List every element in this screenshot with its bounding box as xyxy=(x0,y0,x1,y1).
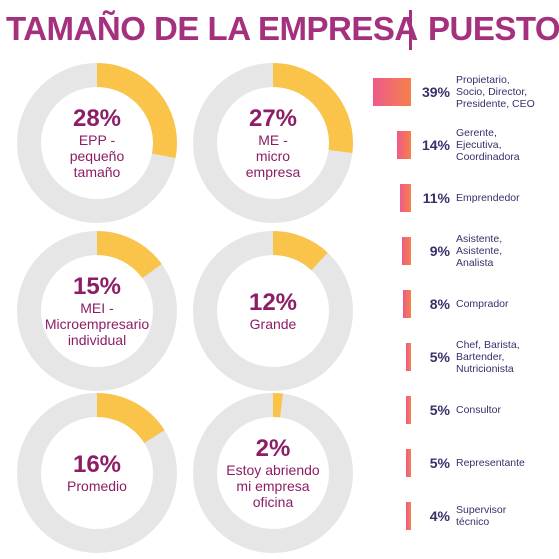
position-bar xyxy=(402,237,411,265)
position-bar xyxy=(406,449,411,477)
donut-text: 27% ME - micro empresa xyxy=(190,60,356,226)
donut-text: 12% Grande xyxy=(190,228,356,394)
position-label: Comprador xyxy=(456,298,509,310)
donut-text: 2% Estoy abriendo mi empresa oficina xyxy=(190,390,356,556)
position-row: 4% Supervisor técnico xyxy=(0,496,559,536)
donut-percent: 27% xyxy=(248,105,298,132)
position-bar xyxy=(373,78,411,106)
donut-percent: 12% xyxy=(248,289,298,316)
donut-percent: 28% xyxy=(72,105,122,132)
position-bar xyxy=(397,131,411,159)
position-percent: 5% xyxy=(429,402,450,418)
position-title: PUESTO xyxy=(428,10,559,47)
donut-label: EPP - pequeño tamaño xyxy=(69,132,125,180)
donut-text: 16% Promedio xyxy=(14,390,180,556)
donut-chart: 28% EPP - pequeño tamaño xyxy=(14,60,180,226)
donut-chart: 12% Grande xyxy=(190,228,356,394)
donut-label: Promedio xyxy=(67,478,127,494)
position-percent: 39% xyxy=(421,84,450,100)
donut-ring xyxy=(193,63,353,223)
position-row: 5% Representante xyxy=(0,443,559,483)
position-label: Asistente, Asistente, Analista xyxy=(456,233,503,269)
position-label: Propietario, Socio, Director, Presidente… xyxy=(456,74,535,110)
donut-chart: 27% ME - micro empresa xyxy=(190,60,356,226)
donut-ring xyxy=(17,231,177,391)
position-label: Representante xyxy=(456,457,525,469)
position-percent: 11% xyxy=(422,190,450,206)
donut-slice xyxy=(193,63,353,223)
donut-label: Estoy abriendo mi empresa oficina xyxy=(226,462,320,510)
position-label: Emprendedor xyxy=(456,192,520,204)
donut-percent: 2% xyxy=(255,435,291,462)
position-percent: 9% xyxy=(429,243,450,259)
donut-slice xyxy=(17,393,177,553)
position-row: 9% Asistente, Asistente, Analista xyxy=(0,231,559,271)
company-size-title: TAMAÑO DE LA EMPRESA xyxy=(6,10,418,47)
donut-chart: 15% MEI - Microempresario individual xyxy=(14,228,180,394)
donut-slice xyxy=(193,231,353,391)
donut-ring xyxy=(17,393,177,553)
position-row: 11% Emprendedor xyxy=(0,178,559,218)
position-bar xyxy=(406,396,411,424)
donut-text: 28% EPP - pequeño tamaño xyxy=(14,60,180,226)
position-row: 39% Propietario, Socio, Director, Preside… xyxy=(0,72,559,112)
position-percent: 5% xyxy=(429,455,450,471)
position-row: 8% Comprador xyxy=(0,284,559,324)
donut-chart: 2% Estoy abriendo mi empresa oficina xyxy=(190,390,356,556)
donut-slice xyxy=(17,231,177,391)
position-percent: 8% xyxy=(429,296,450,312)
position-bar xyxy=(406,343,411,371)
donut-ring xyxy=(193,393,353,553)
donut-slice xyxy=(17,63,177,223)
position-row: 14% Gerente, Ejecutiva, Coordinadora xyxy=(0,125,559,165)
donut-slice xyxy=(193,393,353,553)
donut-ring xyxy=(17,63,177,223)
position-percent: 14% xyxy=(421,137,450,153)
position-row: 5% Consultor xyxy=(0,390,559,430)
position-percent: 4% xyxy=(429,508,450,524)
position-label: Chef, Barista, Bartender, Nutricionista xyxy=(456,339,520,375)
donut-text: 15% MEI - Microempresario individual xyxy=(14,228,180,394)
position-row: 5% Chef, Barista, Bartender, Nutricionist… xyxy=(0,337,559,377)
donut-label: MEI - Microempresario individual xyxy=(44,300,150,348)
donut-ring xyxy=(193,231,353,391)
position-label: Gerente, Ejecutiva, Coordinadora xyxy=(456,127,520,163)
donut-percent: 15% xyxy=(72,273,122,300)
donut-label: Grande xyxy=(249,316,297,332)
position-bar xyxy=(406,502,411,530)
donut-label: ME - micro empresa xyxy=(245,132,301,180)
position-label: Supervisor técnico xyxy=(456,504,507,528)
donut-percent: 16% xyxy=(72,451,122,478)
position-percent: 5% xyxy=(429,349,450,365)
donut-chart: 16% Promedio xyxy=(14,390,180,556)
position-bar xyxy=(400,184,411,212)
position-label: Consultor xyxy=(456,404,501,416)
title-divider xyxy=(409,10,412,50)
position-bar xyxy=(403,290,411,318)
